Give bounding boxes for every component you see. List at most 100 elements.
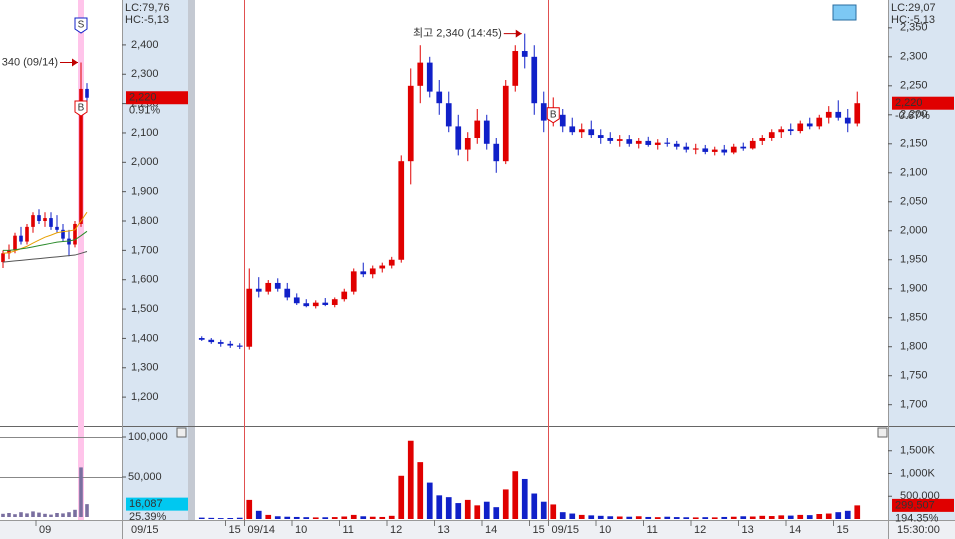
y-tick-label: 2,000 xyxy=(131,156,159,168)
volume-bar xyxy=(55,513,59,517)
volume-bar xyxy=(768,516,775,519)
x-axis-strip xyxy=(0,520,955,539)
volume-bar xyxy=(730,516,737,519)
volume-bar xyxy=(388,515,395,519)
candle-body xyxy=(607,137,614,141)
candle-body xyxy=(759,137,766,141)
candle-body xyxy=(816,117,823,127)
annotation-text: 340 (09/14) xyxy=(2,56,58,68)
candle-body xyxy=(303,303,310,307)
candle-body xyxy=(512,51,519,86)
candle-body xyxy=(502,85,509,162)
signal-label: S xyxy=(78,20,85,31)
date-label: 09/15 xyxy=(131,524,159,536)
candle-body xyxy=(284,288,291,298)
volume-bar xyxy=(502,489,509,519)
volume-bar xyxy=(255,510,262,519)
candle-body xyxy=(246,288,253,347)
volume-bar xyxy=(464,499,471,519)
y-tick-label: 1,600 xyxy=(131,274,159,286)
candle-body xyxy=(49,218,53,227)
volume-bar xyxy=(806,515,813,519)
candle-body xyxy=(730,146,737,153)
candle-body xyxy=(55,226,59,230)
candle-body xyxy=(654,142,661,145)
candle-body xyxy=(749,140,756,149)
volume-bar xyxy=(721,516,728,519)
candle-body xyxy=(683,146,690,150)
candle-body xyxy=(265,282,272,292)
volume-bar xyxy=(474,505,481,519)
annotation-arrowhead xyxy=(72,58,78,67)
last-value-label: 2,220 xyxy=(895,97,923,109)
volume-bar xyxy=(616,516,623,519)
volume-bar xyxy=(417,462,424,519)
x-tick-label: 12 xyxy=(390,524,402,536)
candle-body xyxy=(312,302,319,307)
candle-body xyxy=(322,302,329,305)
annotation-text: 최고 2,340 (14:45) xyxy=(413,27,502,40)
x-tick-label: 11 xyxy=(647,524,658,536)
volume-bar xyxy=(360,516,367,519)
x-tick-label: 11 xyxy=(343,524,354,536)
candle-body xyxy=(37,215,41,222)
candle-body xyxy=(426,62,433,92)
candle-body xyxy=(464,137,471,150)
volume-bar xyxy=(711,517,718,519)
volume-bar xyxy=(664,516,671,519)
candle-body xyxy=(417,62,424,86)
settings-button[interactable] xyxy=(832,4,857,21)
candle-body xyxy=(208,339,215,343)
volume-bar xyxy=(512,471,519,519)
signal-marker xyxy=(74,17,88,34)
candle-body xyxy=(616,139,623,141)
candle-body xyxy=(635,140,642,144)
volume-bar xyxy=(559,512,566,519)
candle-body xyxy=(844,117,851,124)
volume-bar xyxy=(483,501,490,519)
volume-bar xyxy=(692,517,699,519)
volume-bar xyxy=(1,513,5,517)
candle-body xyxy=(493,143,500,162)
volume-bar xyxy=(379,516,386,519)
volume-bar xyxy=(198,517,205,519)
annotation-arrowhead xyxy=(515,29,522,38)
close-pane-button[interactable] xyxy=(176,427,187,438)
candle-body xyxy=(702,148,709,152)
candle-body xyxy=(854,103,861,124)
x-tick-label: 15 xyxy=(837,524,849,536)
volume-bar xyxy=(274,516,281,519)
volume-bar xyxy=(797,514,804,519)
volume-bar xyxy=(236,517,243,519)
candle-body xyxy=(67,238,71,245)
candle-body xyxy=(61,229,65,239)
y-tick-label: 1,900 xyxy=(900,283,928,295)
volume-bar xyxy=(531,493,538,519)
volume-bar xyxy=(816,513,823,519)
x-tick-label: 14 xyxy=(789,524,801,536)
x-tick-label: 09/15 xyxy=(552,524,580,536)
y-tick-label: 2,100 xyxy=(131,127,159,139)
candle-body xyxy=(274,282,281,289)
close-pane-button[interactable] xyxy=(877,427,888,438)
candle-body xyxy=(79,88,83,224)
candle-body xyxy=(19,235,23,242)
candle-body xyxy=(255,288,262,292)
last-value-box xyxy=(892,498,954,512)
volume-bar xyxy=(303,517,310,519)
change-label: 0.91% xyxy=(129,105,160,117)
volume-bar xyxy=(284,516,291,519)
candle-body xyxy=(1,253,5,263)
y-tick-label: 2,350 xyxy=(900,22,928,34)
candle-body xyxy=(626,139,633,144)
candle-body xyxy=(7,250,11,254)
selection-highlight xyxy=(78,0,84,520)
y-tick-label: 1,800 xyxy=(900,341,928,353)
volume-bar xyxy=(217,518,224,519)
volume-bar xyxy=(37,512,41,517)
volume-bar xyxy=(455,503,462,519)
candle-body xyxy=(768,132,775,138)
candle-body xyxy=(645,140,652,145)
candle-body xyxy=(31,215,35,227)
